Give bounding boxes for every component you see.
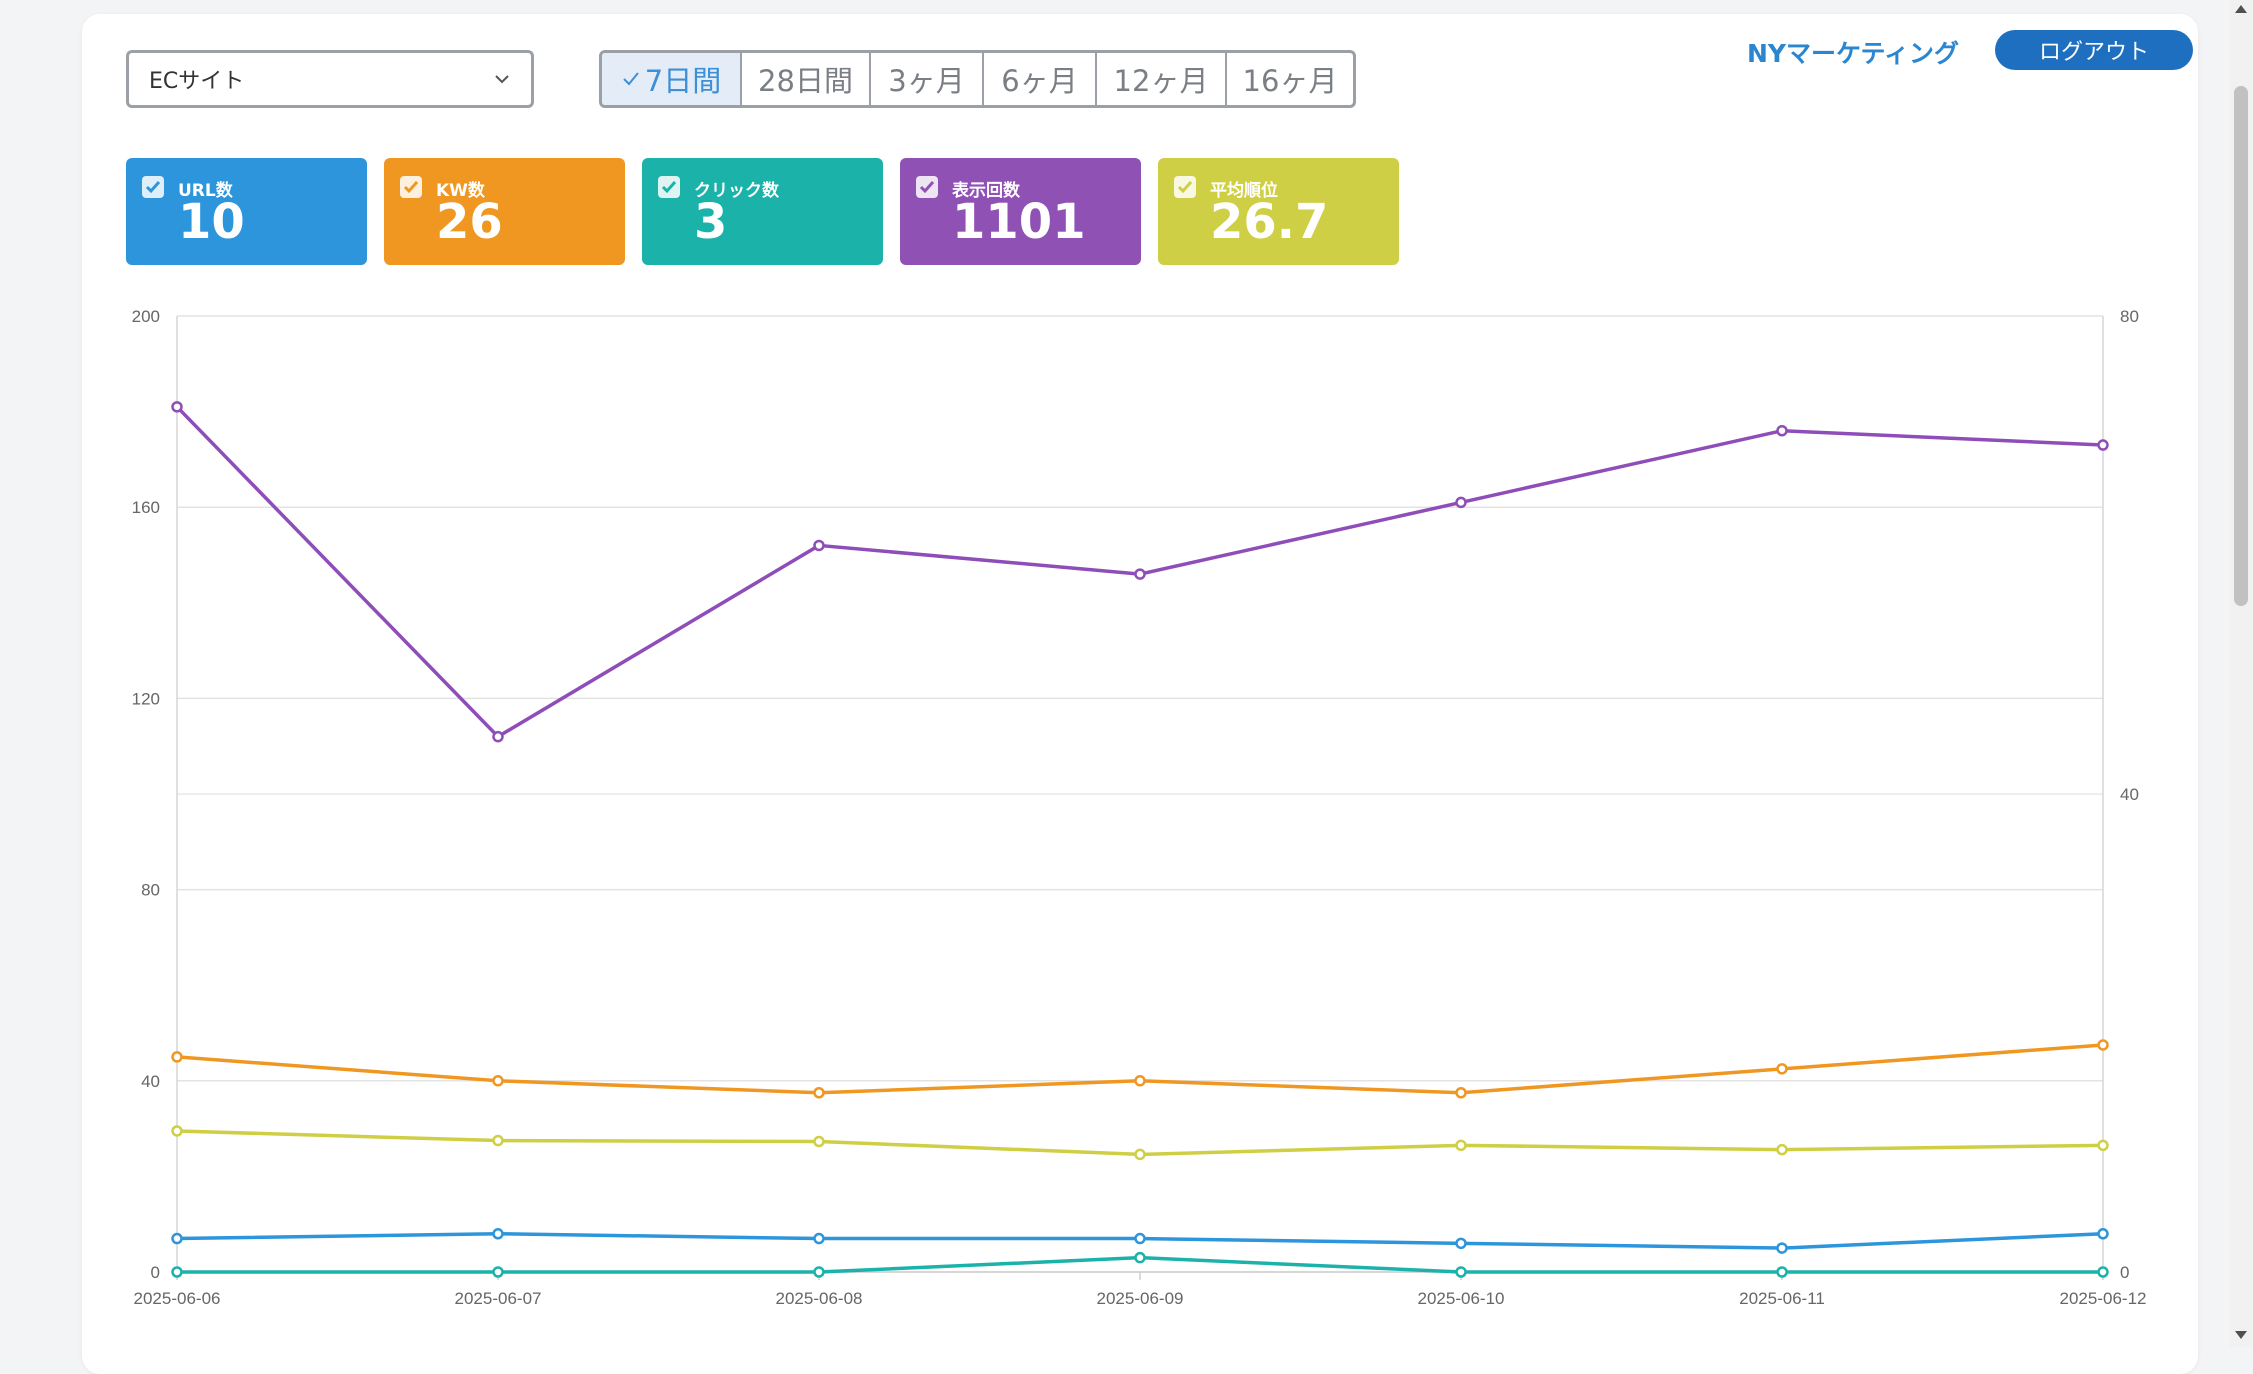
scroll-down-icon[interactable] — [2234, 1330, 2248, 1340]
x-tick-label: 2025-06-06 — [134, 1289, 221, 1308]
y-tick-right: 40 — [2120, 785, 2139, 804]
metric-checkbox[interactable] — [658, 176, 680, 198]
company-name: NYマーケティング — [1747, 39, 1960, 68]
series-point-4[interactable] — [492, 1266, 504, 1278]
series-point-3[interactable] — [2097, 1228, 2109, 1240]
series-point-3[interactable] — [171, 1232, 183, 1245]
metric-value: 3 — [694, 194, 728, 250]
metric-tile-3[interactable]: 表示回数 1101 — [900, 158, 1141, 265]
series-point-2[interactable] — [1455, 1139, 1467, 1152]
metric-checkbox[interactable] — [1174, 176, 1196, 198]
metric-tile-1[interactable]: KW数 26 — [384, 158, 625, 265]
metric-checkbox[interactable] — [400, 176, 422, 198]
series-point-2[interactable] — [1134, 1148, 1146, 1161]
metric-value: 26.7 — [1210, 194, 1329, 250]
series-point-3[interactable] — [1776, 1242, 1788, 1254]
period-option-3[interactable]: 6ヶ月 — [984, 53, 1097, 105]
period-option-0[interactable]: 7日間 — [602, 53, 742, 105]
metric-label: 平均順位 — [1210, 181, 1278, 201]
logout-button[interactable]: ログアウト — [1995, 30, 2193, 70]
series-point-4[interactable] — [2097, 1266, 2109, 1278]
period-label: 28日間 — [758, 64, 853, 98]
check-icon — [623, 72, 639, 86]
series-point-1[interactable] — [492, 1075, 504, 1087]
period-label: 12ヶ月 — [1113, 64, 1209, 98]
x-tick-label: 2025-06-08 — [776, 1289, 863, 1308]
series-point-4[interactable] — [1134, 1251, 1146, 1264]
metric-label: URL数 — [178, 181, 233, 201]
series-point-1[interactable] — [171, 1051, 183, 1063]
period-label: 16ヶ月 — [1242, 64, 1338, 98]
check-icon — [403, 181, 419, 194]
y-tick-left: 160 — [132, 498, 160, 517]
site-select[interactable]: ECサイト — [126, 50, 534, 108]
x-tick-label: 2025-06-12 — [2060, 1289, 2147, 1308]
y-tick-right: 80 — [2120, 307, 2139, 326]
series-point-2[interactable] — [813, 1135, 825, 1148]
series-point-0[interactable] — [1776, 424, 1788, 437]
check-icon — [661, 181, 677, 194]
series-point-2[interactable] — [2097, 1139, 2109, 1152]
period-label: 3ヶ月 — [888, 64, 965, 98]
series-point-1[interactable] — [1776, 1063, 1788, 1075]
check-icon — [145, 181, 161, 194]
metric-value: 1101 — [952, 194, 1086, 250]
x-tick-label: 2025-06-09 — [1097, 1289, 1184, 1308]
y-tick-left: 200 — [132, 307, 160, 326]
series-point-4[interactable] — [171, 1266, 183, 1278]
check-icon — [1177, 181, 1193, 194]
metric-checkbox[interactable] — [142, 176, 164, 198]
check-icon — [919, 181, 935, 194]
series-point-0[interactable] — [1134, 568, 1146, 580]
y-tick-left: 80 — [141, 881, 160, 900]
series-point-3[interactable] — [492, 1228, 504, 1240]
series-point-3[interactable] — [1455, 1237, 1467, 1250]
metric-label: 表示回数 — [952, 181, 1020, 201]
metric-value: 10 — [178, 194, 245, 250]
period-option-5[interactable]: 16ヶ月 — [1227, 53, 1353, 105]
y-tick-left: 40 — [141, 1072, 160, 1091]
period-label: 6ヶ月 — [1001, 64, 1078, 98]
series-point-0[interactable] — [492, 730, 504, 743]
period-option-2[interactable]: 3ヶ月 — [871, 53, 984, 105]
series-point-2[interactable] — [171, 1125, 183, 1137]
period-option-4[interactable]: 12ヶ月 — [1097, 53, 1227, 105]
chevron-down-icon — [495, 75, 509, 84]
x-tick-label: 2025-06-10 — [1418, 1289, 1505, 1308]
site-select-value: ECサイト — [149, 69, 245, 94]
series-point-1[interactable] — [1455, 1087, 1467, 1099]
scroll-up-icon[interactable] — [2234, 4, 2248, 14]
x-tick-label: 2025-06-11 — [1739, 1289, 1825, 1308]
metric-tile-4[interactable]: 平均順位 26.7 — [1158, 158, 1399, 265]
metric-tile-2[interactable]: クリック数 3 — [642, 158, 883, 265]
metric-tile-0[interactable]: URL数 10 — [126, 158, 367, 265]
series-point-4[interactable] — [1455, 1266, 1467, 1278]
metric-label: KW数 — [436, 181, 485, 201]
series-point-1[interactable] — [1134, 1075, 1146, 1087]
y-tick-right: 0 — [2120, 1263, 2129, 1282]
metric-label: クリック数 — [694, 181, 779, 201]
x-tick-label: 2025-06-07 — [455, 1289, 542, 1308]
period-selector: 7日間 28日間 3ヶ月 6ヶ月 12ヶ月 16ヶ月 — [599, 50, 1356, 108]
period-option-1[interactable]: 28日間 — [742, 53, 871, 105]
series-point-1[interactable] — [2097, 1039, 2109, 1051]
scrollbar-thumb[interactable] — [2234, 86, 2248, 606]
series-point-0[interactable] — [171, 401, 183, 413]
y-tick-left: 0 — [151, 1263, 160, 1282]
series-point-3[interactable] — [813, 1232, 825, 1245]
series-point-0[interactable] — [813, 539, 825, 552]
series-point-2[interactable] — [1776, 1143, 1788, 1156]
series-point-0[interactable] — [1455, 496, 1467, 509]
series-point-2[interactable] — [492, 1134, 504, 1147]
series-point-4[interactable] — [1776, 1266, 1788, 1278]
series-point-4[interactable] — [813, 1266, 825, 1278]
period-label: 7日間 — [644, 64, 722, 98]
y-tick-left: 120 — [132, 689, 160, 708]
metric-value: 26 — [436, 194, 503, 250]
series-point-3[interactable] — [1134, 1232, 1146, 1245]
series-point-1[interactable] — [813, 1087, 825, 1099]
series-point-0[interactable] — [2097, 439, 2109, 451]
metric-checkbox[interactable] — [916, 176, 938, 198]
